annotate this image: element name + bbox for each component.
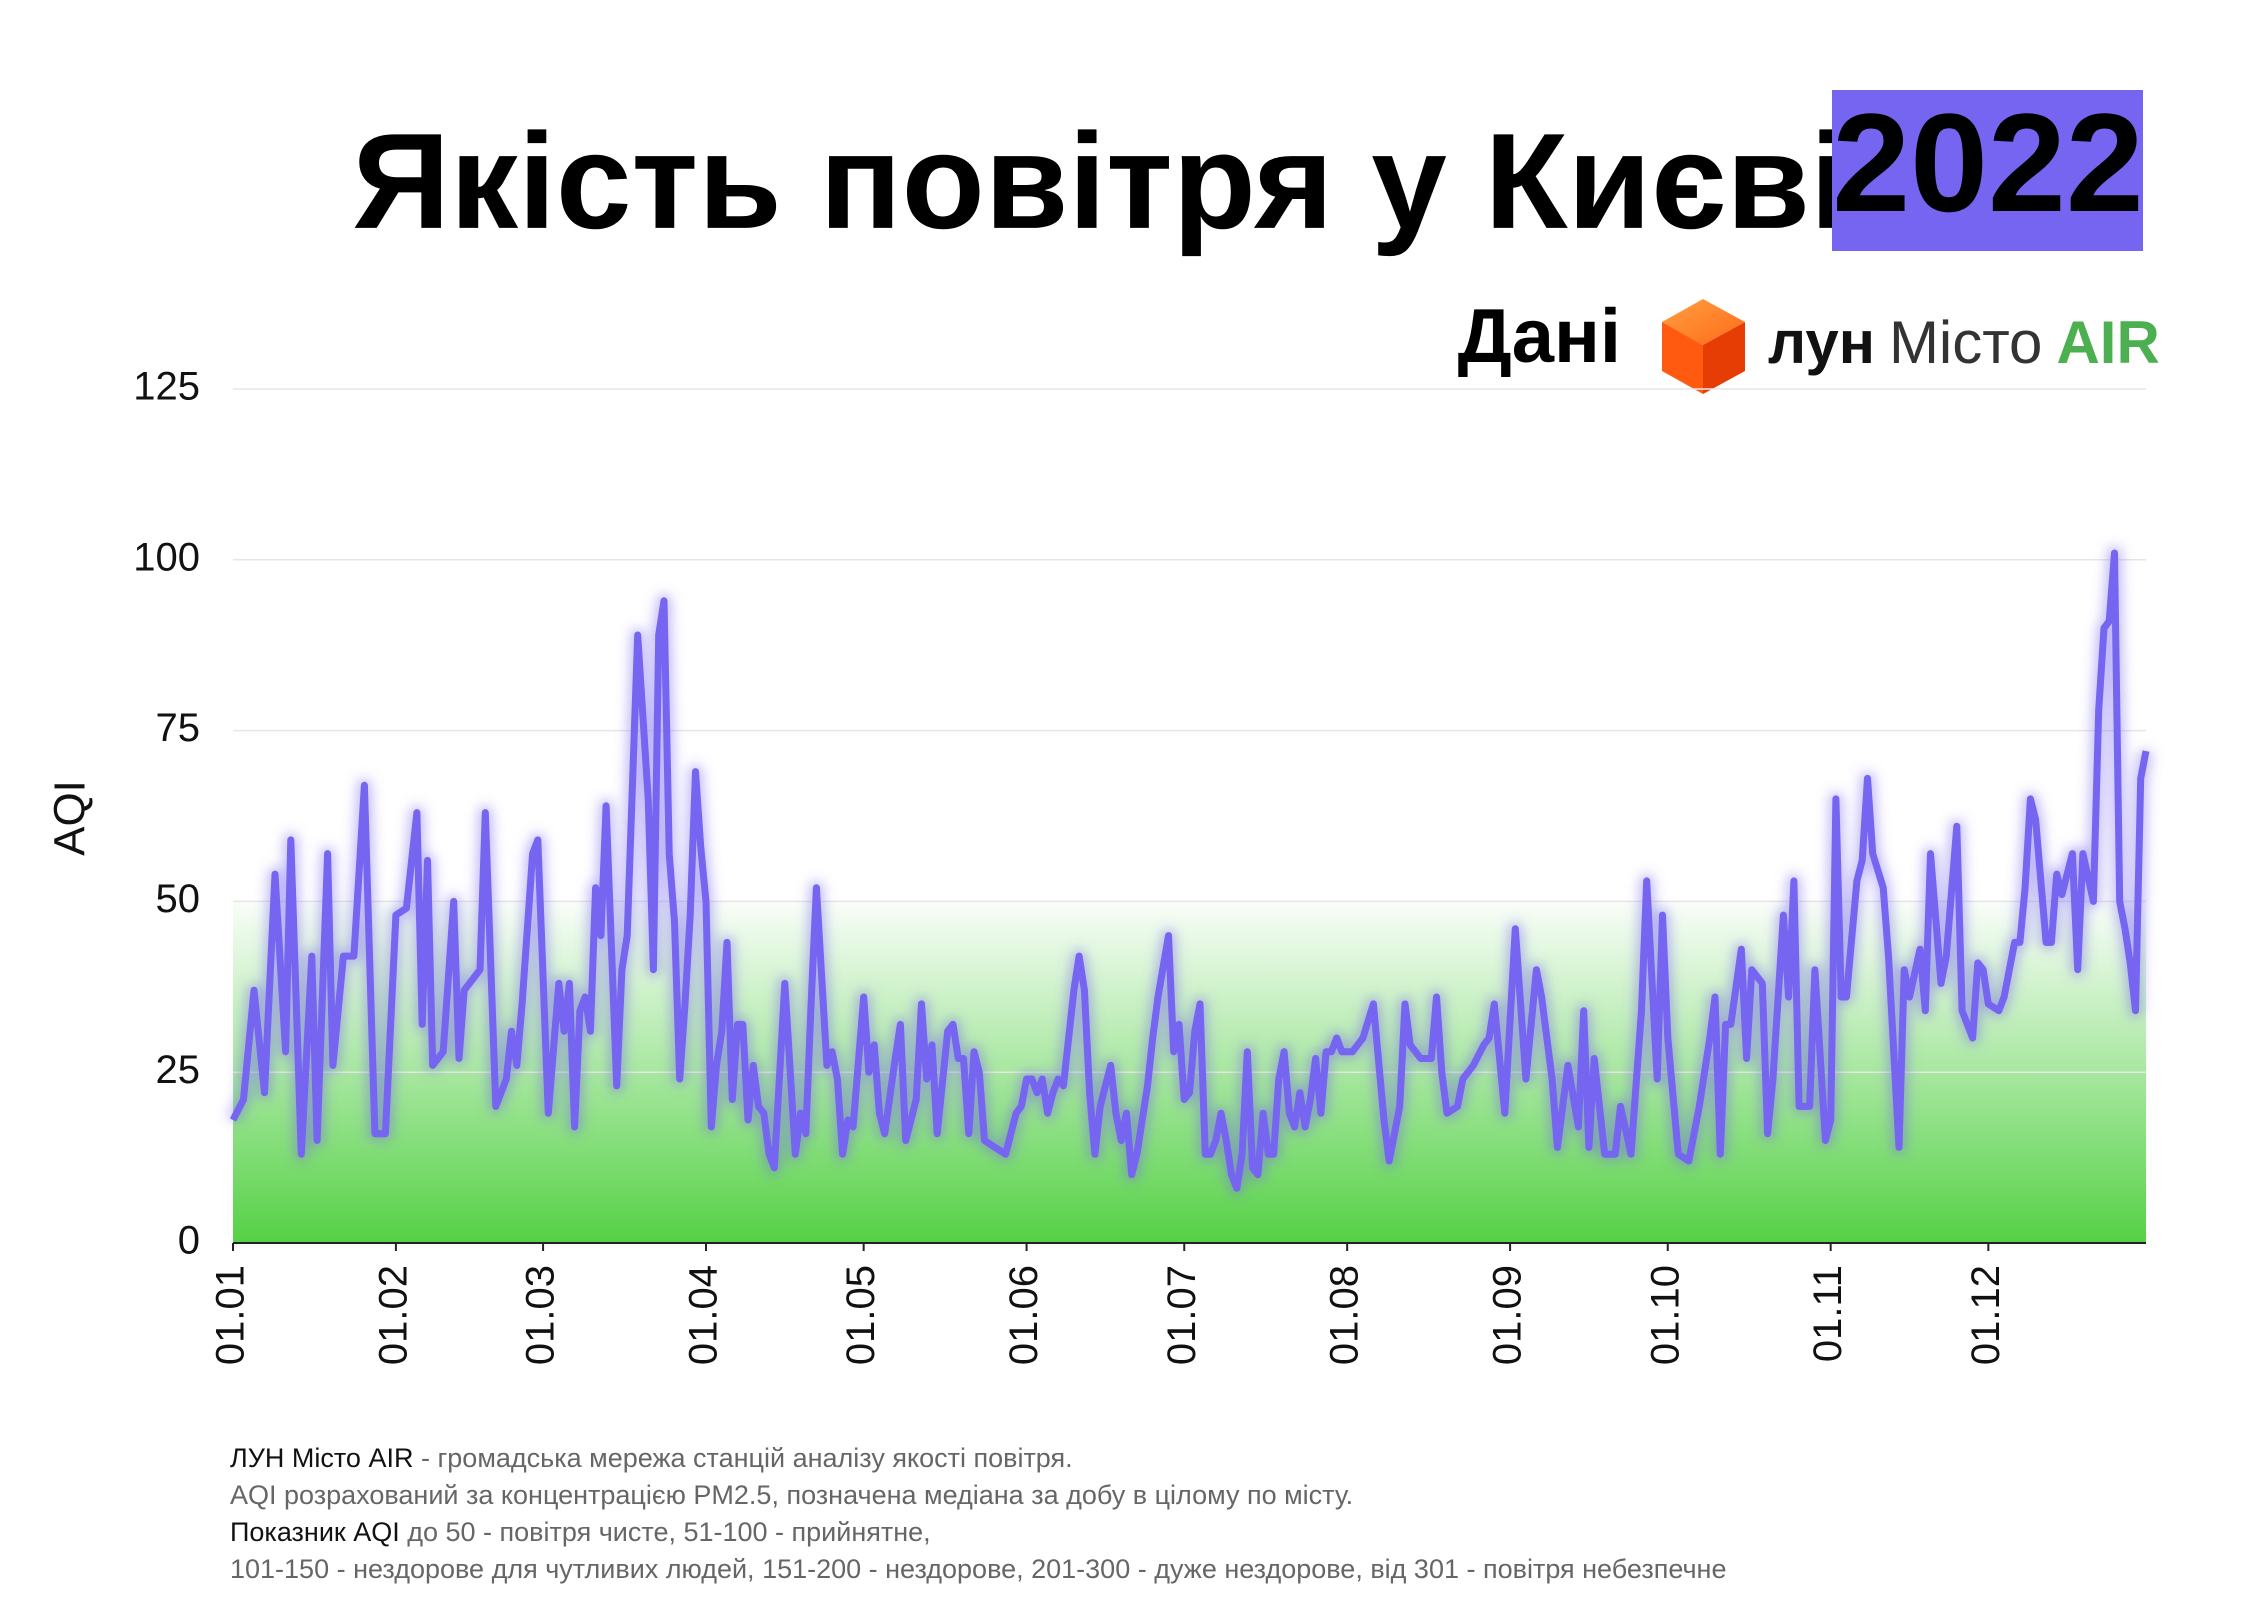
x-tick-label: 01.03 (519, 1265, 563, 1365)
chart-title: Якість повітря у Києві (352, 105, 1847, 257)
accent: AIR (2056, 309, 2159, 376)
y-tick-label: 75 (156, 706, 201, 750)
x-tick-label: 01.06 (1002, 1265, 1046, 1365)
brand: лун (1768, 309, 1875, 376)
brand-logo-text: лун Місто AIR (1768, 309, 2160, 376)
x-tick-label: 01.04 (682, 1265, 726, 1365)
note-lead: Показник AQI (230, 1517, 400, 1547)
note-text: 101-150 - нездорове для чутливих людей, … (230, 1554, 1726, 1584)
note-text: - громадська мережа станцій аналізу якос… (413, 1443, 1072, 1473)
x-tick-label: 01.08 (1323, 1265, 1367, 1365)
x-tick-label: 01.01 (209, 1265, 253, 1365)
y-tick-label: 125 (133, 365, 200, 409)
notes: ЛУН Місто AIR - громадська мережа станці… (230, 1443, 1726, 1584)
note-text: AQI розрахований за концентрацією PM2.5,… (230, 1480, 1353, 1510)
aqi-line (229, 549, 2150, 1192)
year: 2022 (1832, 84, 2143, 241)
note-line: 101-150 - нездорове для чутливих людей, … (230, 1554, 1726, 1584)
y-tick-label: 0 (178, 1219, 200, 1263)
y-tick-label: 50 (156, 877, 201, 921)
x-tick-label: 01.05 (839, 1265, 883, 1365)
note-line: ЛУН Місто AIR - громадська мережа станці… (230, 1443, 1073, 1473)
x-tick-label: 01.12 (1964, 1265, 2008, 1365)
x-tick-label: 01.02 (371, 1265, 415, 1365)
note-text: до 50 - повітря чисте, 51-100 - прийнятн… (400, 1517, 931, 1547)
product: Місто (1889, 309, 2043, 376)
note-lead: ЛУН Місто AIR (230, 1443, 413, 1473)
y-axis-label: AQI (46, 780, 95, 856)
y-tick-label: 100 (133, 535, 200, 579)
note-line: Показник AQI до 50 - повітря чисте, 51-1… (230, 1517, 931, 1547)
y-tick-label: 25 (156, 1048, 201, 1092)
source-label: Дані (1458, 294, 1621, 379)
x-tick-label: 01.07 (1160, 1265, 1204, 1365)
x-tick-label: 01.10 (1643, 1265, 1687, 1365)
x-tick-label: 01.09 (1486, 1265, 1530, 1365)
logo-cube (1662, 299, 1745, 394)
note-line: AQI розрахований за концентрацією PM2.5,… (230, 1480, 1353, 1510)
x-tick-label: 01.11 (1806, 1265, 1850, 1362)
year-box (1832, 90, 2143, 251)
